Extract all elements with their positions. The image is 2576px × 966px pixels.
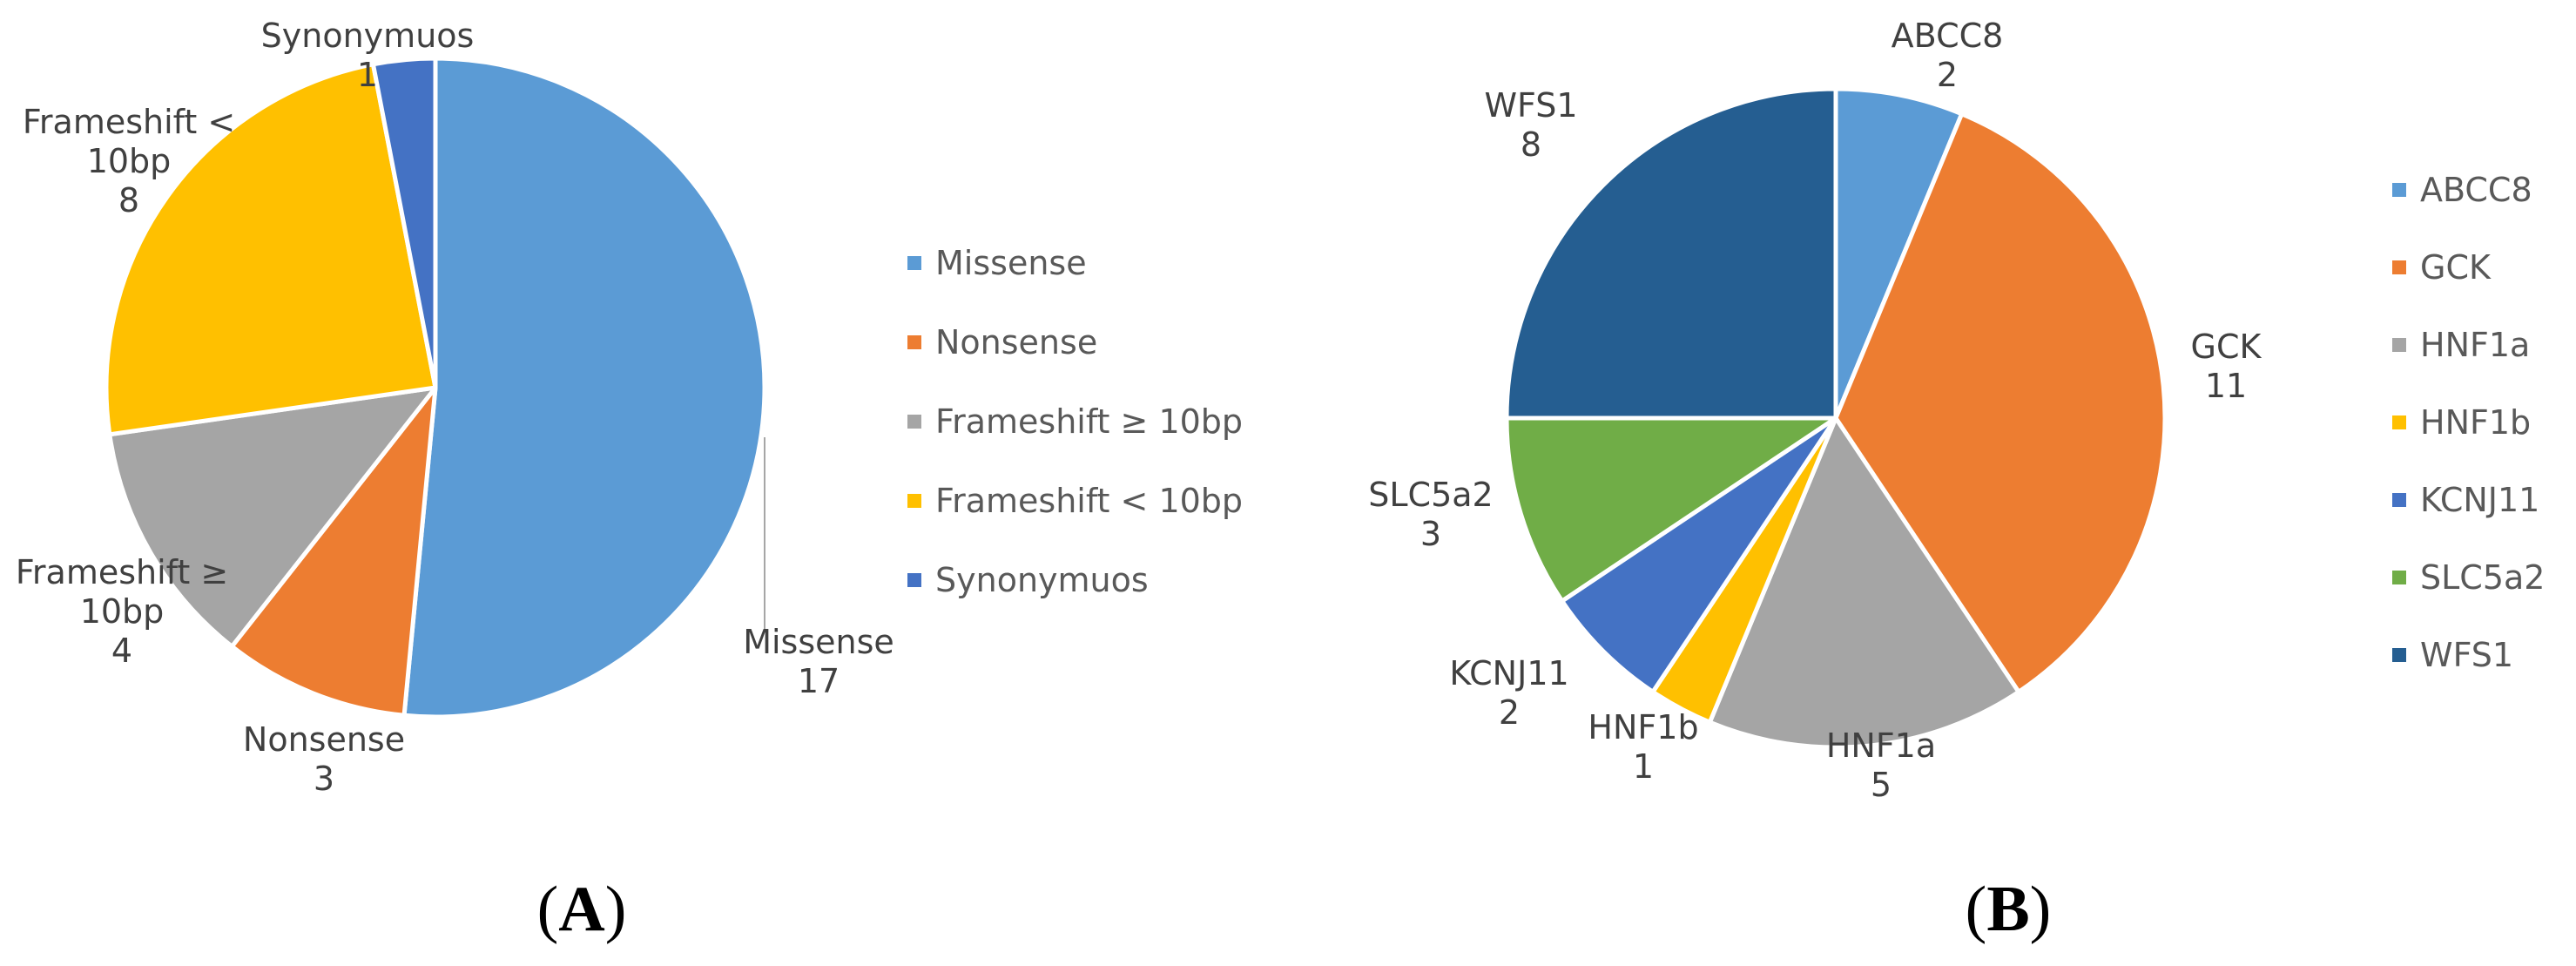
legend-b-label-1: GCK [2420, 248, 2492, 287]
pie-a-data-label-0: Missense 17 [743, 623, 894, 700]
legend-a-label-1: Nonsense [935, 323, 1097, 361]
legend-b-label-5: SLC5a2 [2420, 558, 2545, 597]
panel-label-a: (A) [537, 874, 627, 945]
pie-b-data-label-0: ABCC8 2 [1892, 17, 2004, 94]
pie-a-slice-0 [401, 56, 767, 719]
legend-a-label-0: Missense [935, 244, 1087, 282]
pie-b-data-label-1: GCK 11 [2191, 328, 2262, 405]
pie-a-data-label-1: Nonsense 3 [243, 720, 405, 798]
legend-a-swatch-1 [907, 335, 921, 349]
pie-b-data-label-4: KCNJ11 2 [1449, 654, 1568, 732]
legend-a-swatch-0 [907, 256, 921, 270]
pie-b-slice-6 [1504, 86, 1838, 421]
legend-b-swatch-3 [2392, 415, 2406, 429]
legend-b-label-2: HNF1a [2420, 326, 2530, 364]
pie-a-slice-3 [104, 62, 438, 437]
legend-b-label-0: ABCC8 [2420, 171, 2532, 209]
legend-a: Missense Nonsense Frameshift ≥ 10bp Frames… [907, 244, 1243, 599]
panel-label-b: (B) [1966, 874, 2052, 945]
chart-b: ABCC8 2 GCK 11 HNF1a 5 HNF1b 1 KCNJ11 2 SLC5a2 3 WFS… [1368, 17, 2545, 804]
legend-a-swatch-4 [907, 573, 921, 587]
legend-b-swatch-1 [2392, 260, 2406, 274]
legend-a-label-2: Frameshift ≥ 10bp [935, 402, 1243, 441]
pie-b-data-label-3: HNF1b 1 [1588, 708, 1698, 786]
pie-b-data-label-2: HNF1a 5 [1826, 726, 1936, 804]
pie-b-slice-4 [1560, 415, 1838, 694]
pie-a-data-label-2: Frameshift ≥10bp 4 [16, 553, 228, 670]
legend-a-label-4: Synonymuos [935, 561, 1149, 599]
pie-b-data-label-5: SLC5a2 3 [1368, 476, 1493, 553]
legend-b-swatch-5 [2392, 571, 2406, 584]
legend-b-swatch-2 [2392, 338, 2406, 352]
pie-b-data-label-6: WFS1 8 [1484, 86, 1577, 164]
legend-a-label-3: Frameshift < 10bp [935, 482, 1243, 520]
pie-b-slice-1 [1833, 111, 2168, 694]
pie-b-slice-2 [1707, 415, 2021, 750]
legend-b-swatch-4 [2392, 493, 2406, 507]
pie-a-data-label-4: Synonymuos 1 [261, 17, 475, 94]
pie-a-slice-1 [229, 385, 438, 718]
legend-b-label-4: KCNJ11 [2420, 481, 2539, 519]
pie-a-data-label-3: Frameshift <10bp 8 [23, 103, 235, 220]
legend-b-label-6: WFS1 [2420, 636, 2513, 674]
legend-b: ABCC8 GCK HNF1a HNF1b KCNJ11 SLC5a2 WFS1 [2392, 171, 2545, 674]
pie-b-slice-5 [1504, 415, 1838, 604]
pie-a-slice-2 [107, 385, 438, 649]
legend-b-swatch-0 [2392, 183, 2406, 197]
pie-b-slice-0 [1833, 86, 1965, 421]
legend-b-swatch-6 [2392, 648, 2406, 662]
legend-a-swatch-3 [907, 494, 921, 508]
pie-a-slice-4 [370, 56, 438, 390]
legend-a-swatch-2 [907, 415, 921, 429]
legend-b-label-3: HNF1b [2420, 403, 2531, 442]
